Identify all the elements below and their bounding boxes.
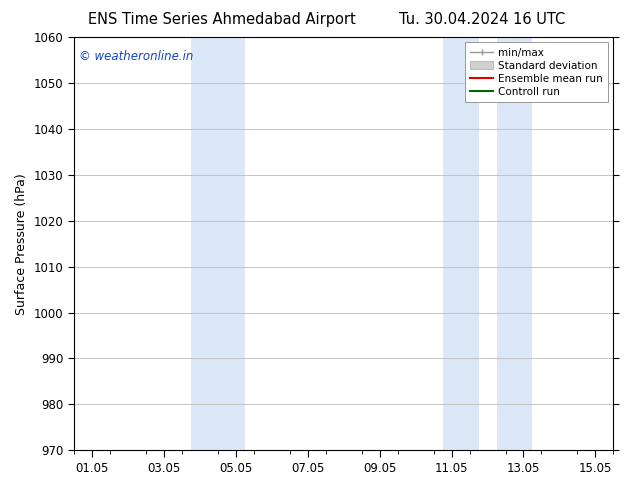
Text: Tu. 30.04.2024 16 UTC: Tu. 30.04.2024 16 UTC [399,12,565,27]
Text: ENS Time Series Ahmedabad Airport: ENS Time Series Ahmedabad Airport [88,12,356,27]
Bar [443,37,479,450]
Y-axis label: Surface Pressure (hPa): Surface Pressure (hPa) [15,173,28,315]
Bar [191,37,245,450]
Bar [496,37,533,450]
Text: © weatheronline.in: © weatheronline.in [79,49,193,63]
Legend: min/max, Standard deviation, Ensemble mean run, Controll run: min/max, Standard deviation, Ensemble me… [465,42,608,102]
